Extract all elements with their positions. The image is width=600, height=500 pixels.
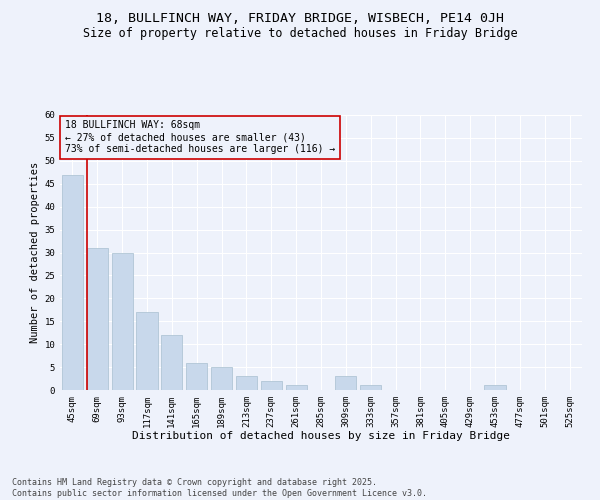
Bar — [360, 386, 381, 390]
Bar — [335, 376, 356, 390]
Bar — [136, 312, 158, 390]
Bar — [261, 381, 282, 390]
Bar — [161, 335, 182, 390]
Bar — [62, 174, 83, 390]
Bar — [236, 376, 257, 390]
Text: Contains HM Land Registry data © Crown copyright and database right 2025.
Contai: Contains HM Land Registry data © Crown c… — [12, 478, 427, 498]
Y-axis label: Number of detached properties: Number of detached properties — [30, 162, 40, 343]
Bar — [112, 252, 133, 390]
Bar — [286, 386, 307, 390]
Text: 18, BULLFINCH WAY, FRIDAY BRIDGE, WISBECH, PE14 0JH: 18, BULLFINCH WAY, FRIDAY BRIDGE, WISBEC… — [96, 12, 504, 26]
X-axis label: Distribution of detached houses by size in Friday Bridge: Distribution of detached houses by size … — [132, 432, 510, 442]
Bar — [484, 386, 506, 390]
Bar — [87, 248, 108, 390]
Text: Size of property relative to detached houses in Friday Bridge: Size of property relative to detached ho… — [83, 28, 517, 40]
Text: 18 BULLFINCH WAY: 68sqm
← 27% of detached houses are smaller (43)
73% of semi-de: 18 BULLFINCH WAY: 68sqm ← 27% of detache… — [65, 120, 335, 154]
Bar — [186, 362, 207, 390]
Bar — [211, 367, 232, 390]
